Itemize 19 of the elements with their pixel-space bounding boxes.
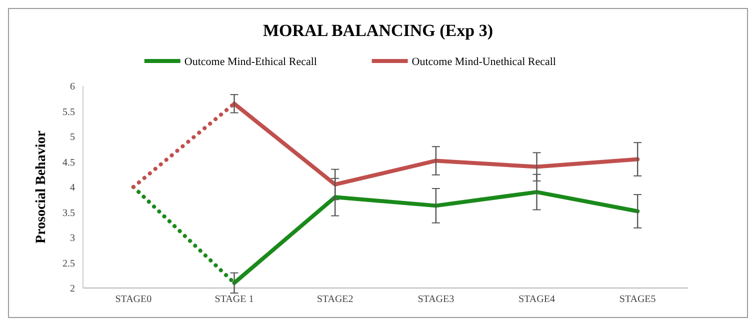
y-tick-label: 5.5	[62, 106, 75, 118]
chart-title: MORAL BALANCING (Exp 3)	[263, 21, 493, 40]
x-tick-label: STAGE0	[115, 294, 152, 305]
y-tick-label: 2.5	[62, 258, 75, 270]
y-tick-label: 2	[70, 284, 75, 294]
x-tick-label: STAGE 1	[214, 294, 254, 305]
y-tick-label: 3.5	[62, 208, 75, 219]
y-axis-title: Prosocial Behavior	[34, 130, 49, 244]
y-tick-label: 5	[70, 132, 75, 143]
legend-label: Outcome Mind-Ethical Recall	[184, 56, 317, 68]
x-tick-label: STAGE5	[619, 294, 656, 305]
y-tick-label: 4.5	[62, 157, 75, 168]
x-tick-label: STAGE3	[418, 294, 454, 305]
x-tick-label: STAGE2	[316, 294, 354, 305]
legend-label: Outcome Mind-Unethical Recall	[412, 56, 556, 68]
y-tick-label: 4	[70, 182, 75, 194]
y-tick-label: 6	[70, 82, 75, 92]
x-tick-label: STAGE4	[518, 294, 555, 305]
y-tick-label: 3	[70, 233, 75, 244]
